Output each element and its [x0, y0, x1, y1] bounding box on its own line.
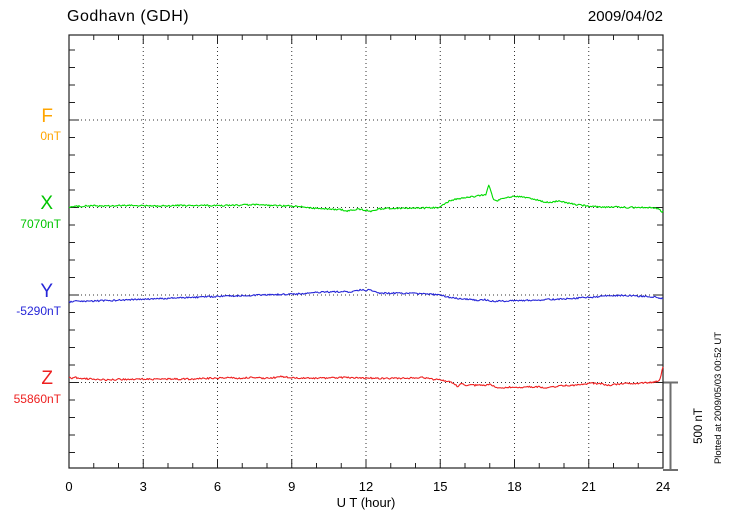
x-axis-tick-label: 18 — [507, 479, 522, 494]
x-axis-tick-label: 6 — [213, 479, 222, 494]
trace-z — [68, 366, 664, 389]
trace-y — [68, 288, 664, 304]
channel-baseline-x: 7070nT — [20, 217, 61, 231]
x-axis-tick-label: 24 — [655, 479, 671, 494]
x-axis-title: U T (hour) — [336, 495, 396, 510]
x-axis-tick-label: 3 — [139, 479, 147, 494]
channel-label-y: Y — [40, 281, 53, 302]
channel-label-f: F — [41, 106, 53, 127]
x-axis-tick-label: 21 — [581, 479, 596, 494]
plotted-timestamp-note: Plotted at 2009/05/03 00:52 UT — [712, 331, 724, 465]
channel-baseline-y: -5290nT — [16, 304, 61, 318]
x-axis-tick-label: 15 — [433, 479, 448, 494]
scale-bar-label: 500 nT — [693, 408, 705, 444]
trace-x — [68, 184, 664, 213]
channel-label-x: X — [40, 193, 53, 214]
x-axis-tick-label: 0 — [65, 479, 73, 494]
x-axis-tick-label: 9 — [288, 479, 296, 494]
channel-baseline-f: 0nT — [40, 129, 61, 143]
observation-date: 2009/04/02 — [587, 8, 663, 25]
channel-baseline-z: 55860nT — [13, 392, 61, 406]
station-title: Godhavn (GDH) — [67, 8, 190, 25]
x-axis-tick-label: 12 — [358, 479, 374, 494]
channel-label-z: Z — [41, 368, 53, 389]
